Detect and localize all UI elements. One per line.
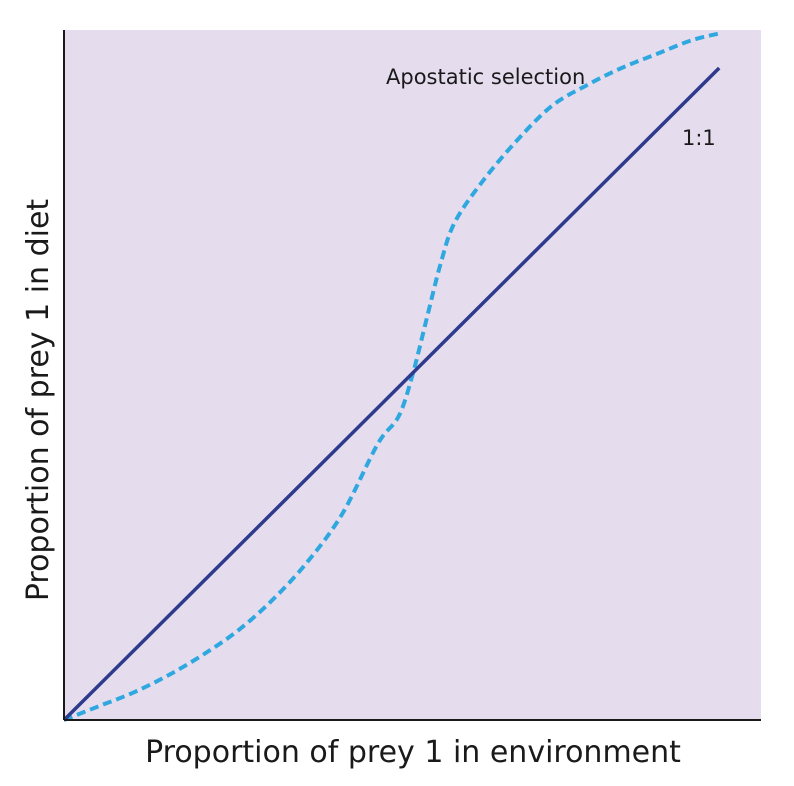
apostatic-selection-label: Apostatic selection bbox=[386, 65, 585, 89]
y-axis-title: Proportion of prey 1 in diet bbox=[21, 199, 56, 602]
one-to-one-line bbox=[62, 66, 721, 722]
x-axis-title: Proportion of prey 1 in environment bbox=[145, 735, 681, 770]
one-to-one-label: 1:1 bbox=[682, 126, 716, 150]
series-layer bbox=[62, 31, 721, 722]
